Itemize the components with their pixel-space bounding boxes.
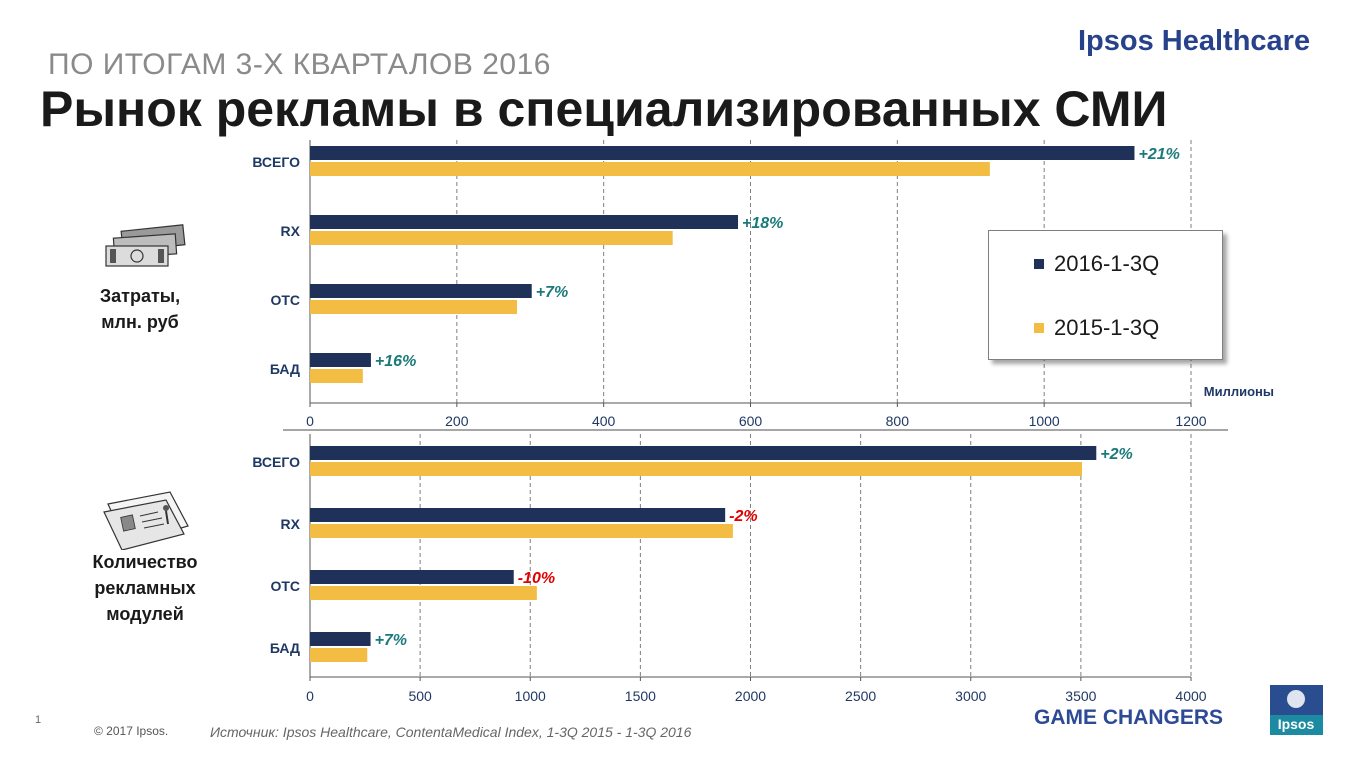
bar-2016 — [310, 508, 726, 522]
brand-logo-text: Ipsos Healthcare — [1078, 25, 1311, 57]
modules-section-label: Количество рекламных модулей — [92, 552, 198, 624]
bar-2015 — [310, 162, 990, 176]
x-tick-label: 1000 — [1029, 413, 1060, 429]
tagline: GAME CHANGERS — [1034, 706, 1224, 729]
ipsos-logo: Ipsos — [1270, 685, 1323, 735]
change-label: +18% — [742, 215, 783, 232]
bar-2015 — [310, 231, 673, 245]
change-label: -2% — [729, 508, 757, 525]
bar-2016 — [310, 146, 1135, 160]
bar-2016 — [310, 446, 1097, 460]
chart-legend: 2016-1-3Q 2015-1-3Q — [988, 230, 1223, 360]
spend-section-label: Затраты, млн. руб — [99, 286, 181, 332]
change-label: +16% — [375, 353, 416, 370]
magazine-icon — [103, 491, 189, 550]
bar-2015 — [310, 524, 733, 538]
category-label: OTC — [270, 292, 300, 308]
legend-item-2016: 2016-1-3Q — [1034, 251, 1159, 277]
x-tick-label: 3500 — [1065, 688, 1096, 704]
category-label: БАД — [270, 640, 300, 656]
category-label: OTC — [270, 578, 300, 594]
money-stack-icon — [105, 224, 186, 267]
unit-label: Миллионы — [1204, 384, 1274, 399]
x-tick-label: 0 — [306, 413, 314, 429]
x-tick-label: 600 — [739, 413, 763, 429]
bar-2015 — [310, 300, 518, 314]
bar-2016 — [310, 632, 371, 646]
legend-item-2015: 2015-1-3Q — [1034, 315, 1159, 341]
change-label: +21% — [1138, 146, 1179, 163]
legend-label-2015: 2015-1-3Q — [1054, 315, 1160, 340]
category-label: RX — [281, 516, 301, 532]
bar-2016 — [310, 353, 371, 367]
change-label: +7% — [536, 284, 568, 301]
bar-2016 — [310, 215, 739, 229]
legend-label-2016: 2016-1-3Q — [1054, 251, 1160, 276]
source-note: Источник: Ipsos Healthcare, ContentaMedi… — [210, 724, 692, 740]
category-label: RX — [281, 223, 301, 239]
x-tick-label: 3000 — [955, 688, 986, 704]
bar-2015 — [310, 462, 1082, 476]
x-tick-label: 1200 — [1175, 413, 1206, 429]
change-label: -10% — [518, 570, 555, 587]
x-tick-label: 200 — [445, 413, 469, 429]
x-tick-label: 500 — [408, 688, 432, 704]
ipsos-logo-text: Ipsos — [1278, 716, 1315, 732]
x-tick-label: 4000 — [1175, 688, 1206, 704]
legend-swatch-2015 — [1034, 323, 1044, 333]
page-number: 1 — [35, 714, 42, 726]
page-title: Рынок рекламы в специализированных СМИ — [40, 81, 1168, 137]
subtitle: ПО ИТОГАМ 3-Х КВАРТАЛОВ 2016 — [48, 48, 551, 81]
category-label: ВСЕГО — [252, 454, 300, 470]
x-tick-label: 2000 — [735, 688, 766, 704]
bar-2015 — [310, 586, 537, 600]
x-tick-label: 0 — [306, 688, 314, 704]
legend-swatch-2016 — [1034, 259, 1044, 269]
copyright: © 2017 Ipsos. — [94, 724, 169, 738]
x-tick-label: 400 — [592, 413, 616, 429]
bar-2015 — [310, 648, 368, 662]
category-label: ВСЕГО — [252, 154, 300, 170]
bar-2016 — [310, 570, 514, 584]
change-label: +2% — [1100, 446, 1132, 463]
change-label: +7% — [375, 632, 407, 649]
x-tick-label: 1000 — [515, 688, 546, 704]
x-tick-label: 1500 — [625, 688, 656, 704]
x-tick-label: 2500 — [845, 688, 876, 704]
bar-2016 — [310, 284, 532, 298]
x-tick-label: 800 — [886, 413, 910, 429]
category-label: БАД — [270, 361, 300, 377]
bar-2015 — [310, 369, 363, 383]
